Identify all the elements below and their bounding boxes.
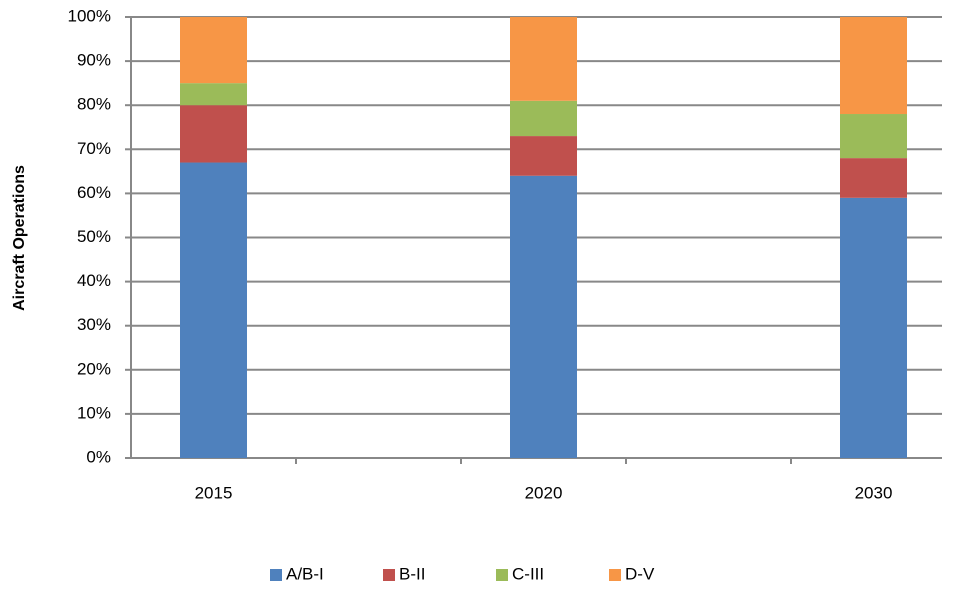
bar-segment: [510, 136, 577, 176]
x-tick-label: 2020: [525, 483, 563, 502]
legend-swatch: [270, 569, 282, 581]
bar-segment: [180, 83, 247, 106]
bar-segment: [180, 162, 247, 458]
y-tick-label: 20%: [77, 359, 111, 378]
y-tick-label: 30%: [77, 315, 111, 334]
y-axis-title: Aircraft Operations: [11, 165, 28, 311]
bar-segment: [510, 100, 577, 137]
y-tick-label: 80%: [77, 95, 111, 114]
bar-segment: [510, 17, 577, 101]
y-tick-label: 60%: [77, 183, 111, 202]
legend-label: D-V: [625, 564, 655, 583]
bar-segment: [510, 175, 577, 458]
bar-segment: [840, 158, 907, 198]
y-tick-label: 10%: [77, 403, 111, 422]
x-tick-label: 2030: [855, 483, 893, 502]
legend-label: B-II: [399, 564, 425, 583]
bar-segment: [840, 17, 907, 115]
y-tick-label: 40%: [77, 271, 111, 290]
x-tick-label: 2015: [195, 483, 233, 502]
y-tick-label: 50%: [77, 227, 111, 246]
bar-segment: [180, 17, 247, 84]
legend-swatch: [383, 569, 395, 581]
legend-label: C-III: [512, 564, 544, 583]
y-tick-label: 90%: [77, 51, 111, 70]
legend-swatch: [496, 569, 508, 581]
bar-segment: [840, 197, 907, 458]
y-tick-label: 100%: [68, 6, 111, 25]
bar-segment: [840, 114, 907, 159]
legend-label: A/B-I: [286, 564, 324, 583]
y-tick-label: 0%: [86, 447, 111, 466]
legend-swatch: [609, 569, 621, 581]
y-tick-label: 70%: [77, 139, 111, 158]
bar-segment: [180, 105, 247, 163]
